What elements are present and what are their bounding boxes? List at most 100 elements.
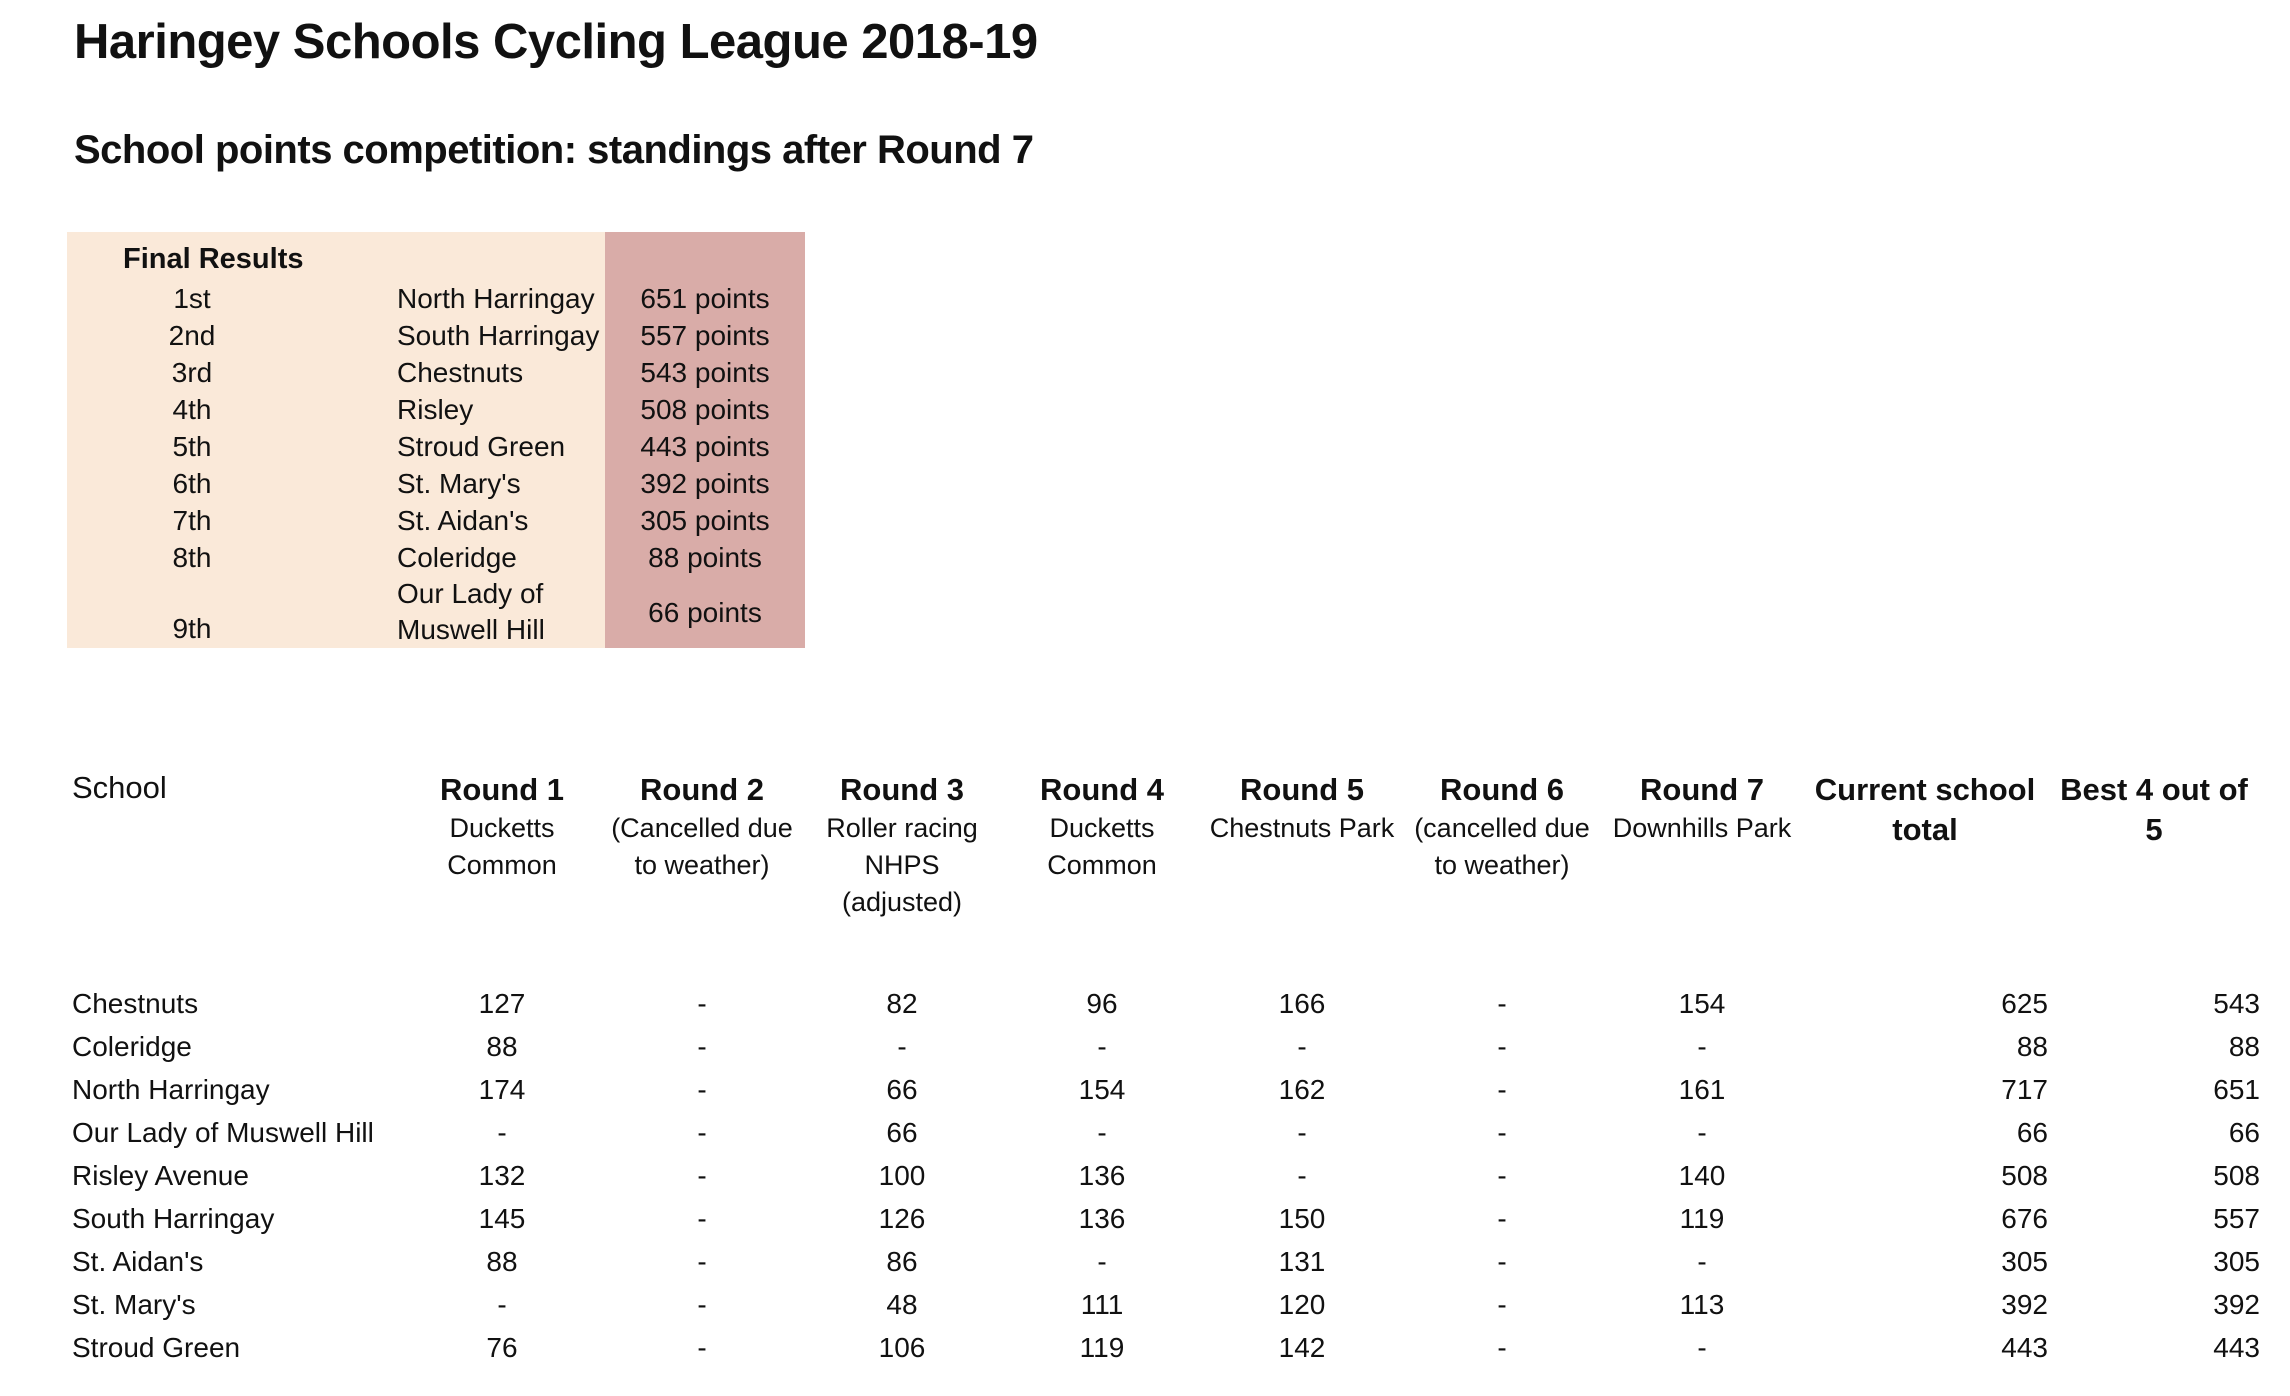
- round-score-cell: -: [1497, 988, 1507, 1019]
- round-score-cell: 86: [886, 1246, 918, 1277]
- standings-column-header: Best 4 out of 5: [2048, 770, 2260, 982]
- column-title: Round 5: [1240, 772, 1364, 807]
- round-score-cell: 162: [1278, 1074, 1326, 1105]
- final-results-points: 66 points: [605, 576, 805, 648]
- round-score-cell: 174: [478, 1074, 526, 1105]
- round-score-cell: 66: [886, 1117, 918, 1148]
- column-title: Current school total: [1814, 772, 2036, 847]
- final-results-school: Risley: [317, 391, 605, 428]
- column-subtitle: Downhills Park: [1612, 813, 1792, 843]
- page-subtitle: School points competition: standings aft…: [74, 128, 1034, 172]
- round-score-cell: 166: [1278, 988, 1326, 1019]
- column-title: Round 7: [1640, 772, 1764, 807]
- final-results-rank: 2nd: [67, 317, 317, 354]
- standings-header-row: School Round 1 Ducketts Common Round 2 (Can…: [72, 770, 2260, 982]
- round-score-cell: 154: [1078, 1074, 1126, 1105]
- round-score-cell: 113: [1679, 1289, 1725, 1320]
- best4-score-cell: 508: [2213, 1160, 2260, 1191]
- round-score-cell: -: [1297, 1031, 1307, 1062]
- round-score-cell: -: [1697, 1246, 1707, 1277]
- final-results-points: 443 points: [605, 428, 805, 465]
- total-score-cell: 443: [2001, 1332, 2048, 1363]
- standings-row: Chestnuts 127 - 82 96 166 - 154 625 543: [72, 982, 2260, 1025]
- final-results-points: 543 points: [605, 354, 805, 391]
- round-score-cell: 154: [1678, 988, 1726, 1019]
- column-subtitle: Ducketts Common: [447, 813, 557, 880]
- total-score-cell: 392: [2001, 1289, 2048, 1320]
- final-results-points: 305 points: [605, 502, 805, 539]
- round-score-cell: 140: [1678, 1160, 1726, 1191]
- standings-row: Stroud Green 76 - 106 119 142 - - 443 443: [72, 1326, 2260, 1369]
- round-score-cell: 76: [486, 1332, 518, 1363]
- school-name: North Harringay: [72, 1074, 270, 1105]
- column-subtitle: (cancelled due to weather): [1414, 813, 1590, 880]
- round-score-cell: 161: [1678, 1074, 1726, 1105]
- round-score-cell: -: [1697, 1117, 1707, 1148]
- round-score-cell: 88: [486, 1246, 518, 1277]
- final-results-school: Coleridge: [317, 539, 605, 576]
- round-score-cell: 106: [878, 1332, 926, 1363]
- column-subtitle: Roller racing NHPS (adjusted): [826, 813, 978, 917]
- total-score-cell: 88: [2016, 1031, 2048, 1062]
- final-results-school: South Harringay: [317, 317, 605, 354]
- round-score-cell: -: [1497, 1074, 1507, 1105]
- best4-score-cell: 543: [2213, 988, 2260, 1019]
- round-score-cell: -: [1497, 1332, 1507, 1363]
- final-results-rank: 9th: [67, 576, 317, 648]
- school-name: Risley Avenue: [72, 1160, 249, 1191]
- round-score-cell: -: [697, 1117, 707, 1148]
- round-score-cell: 100: [878, 1160, 926, 1191]
- round-score-cell: -: [1097, 1117, 1107, 1148]
- final-results-school: St. Aidan's: [317, 502, 605, 539]
- standings-row: Our Lady of Muswell Hill - - 66 - - - - 66 66: [72, 1111, 2260, 1154]
- round-score-cell: 119: [1679, 1203, 1725, 1234]
- final-results-rank: 1st: [67, 280, 317, 317]
- round-score-cell: 145: [478, 1203, 526, 1234]
- round-score-cell: -: [697, 1074, 707, 1105]
- best4-score-cell: 88: [2228, 1031, 2260, 1062]
- round-score-cell: 136: [1078, 1203, 1126, 1234]
- final-results-rank: 4th: [67, 391, 317, 428]
- total-score-cell: 66: [2016, 1117, 2048, 1148]
- column-title: Round 4: [1040, 772, 1164, 807]
- column-title: Round 2: [640, 772, 764, 807]
- final-results-points: 508 points: [605, 391, 805, 428]
- school-name: Stroud Green: [72, 1332, 241, 1363]
- total-score-cell: 676: [2001, 1203, 2048, 1234]
- round-score-cell: -: [1497, 1246, 1507, 1277]
- column-title: Best 4 out of 5: [2060, 772, 2248, 847]
- round-score-cell: 127: [478, 988, 526, 1019]
- round-score-cell: 82: [886, 988, 918, 1019]
- standings-column-header: Round 5 Chestnuts Park: [1202, 770, 1402, 982]
- standings-column-header: Round 7 Downhills Park: [1602, 770, 1802, 982]
- column-subtitle: (Cancelled due to weather): [611, 813, 793, 880]
- standings-row: St. Mary's - - 48 111 120 - 113 392 392: [72, 1283, 2260, 1326]
- best4-score-cell: 651: [2213, 1074, 2260, 1105]
- column-title: Round 1: [440, 772, 564, 807]
- round-score-cell: 126: [878, 1203, 926, 1234]
- round-score-cell: -: [1497, 1289, 1507, 1320]
- round-score-cell: -: [897, 1031, 907, 1062]
- final-results-points: 651 points: [605, 280, 805, 317]
- total-score-cell: 625: [2001, 988, 2048, 1019]
- round-score-cell: -: [1697, 1332, 1707, 1363]
- round-score-cell: -: [1497, 1031, 1507, 1062]
- school-column-header: School: [72, 770, 167, 805]
- round-score-cell: 48: [886, 1289, 918, 1320]
- round-score-cell: -: [1097, 1031, 1107, 1062]
- round-score-cell: 142: [1278, 1332, 1326, 1363]
- round-score-cell: -: [1297, 1160, 1307, 1191]
- final-results-school: Stroud Green: [317, 428, 605, 465]
- standings-column-header: Round 3 Roller racing NHPS (adjusted): [802, 770, 1002, 982]
- final-results-rank: 6th: [67, 465, 317, 502]
- total-score-cell: 508: [2001, 1160, 2048, 1191]
- final-results-school: St. Mary's: [317, 465, 605, 502]
- round-score-cell: -: [1097, 1246, 1107, 1277]
- final-results-school: Our Lady of Muswell Hill: [317, 576, 605, 648]
- school-name: Our Lady of Muswell Hill: [72, 1117, 374, 1148]
- final-results-rank: 5th: [67, 428, 317, 465]
- standings-row: St. Aidan's 88 - 86 - 131 - - 305 305: [72, 1240, 2260, 1283]
- total-score-cell: 305: [2001, 1246, 2048, 1277]
- standings-column-header: Round 1 Ducketts Common: [402, 770, 602, 982]
- standings-table: School Round 1 Ducketts Common Round 2 (Can…: [72, 770, 2260, 1369]
